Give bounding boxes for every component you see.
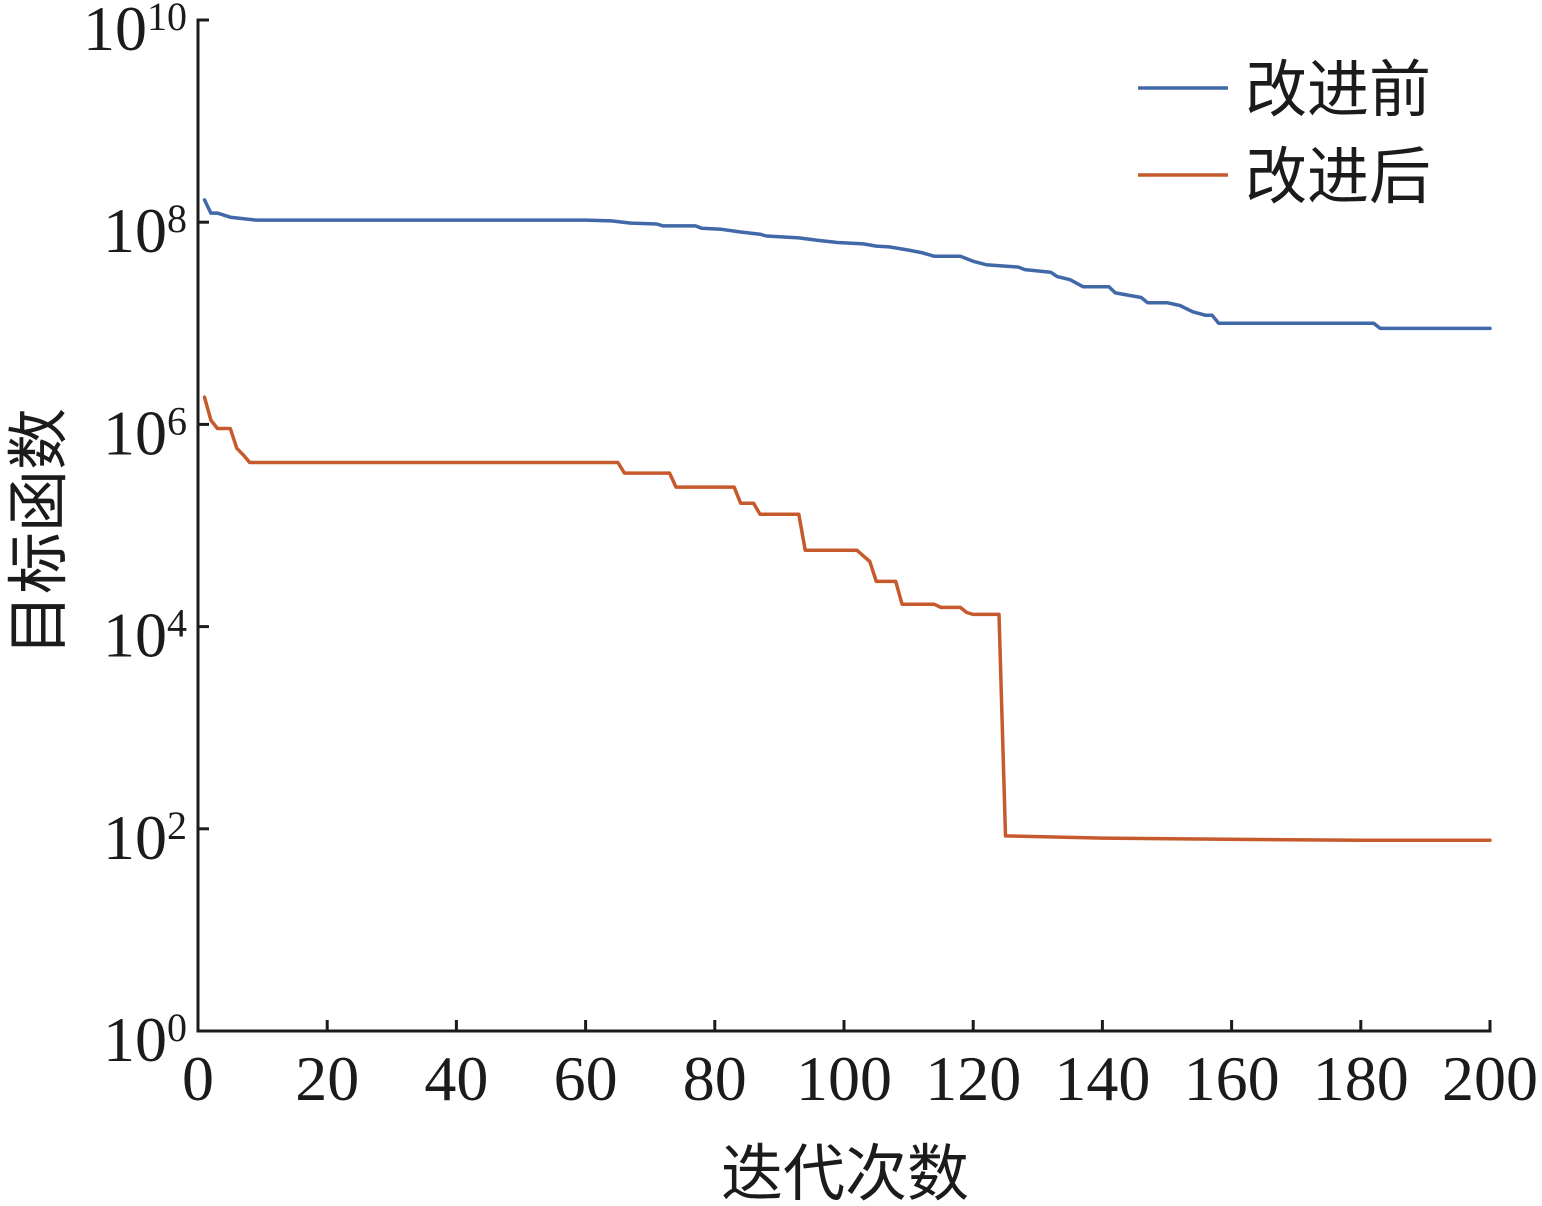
legend: 改进前 改进后 xyxy=(1138,57,1431,212)
x-tick-label: 20 xyxy=(295,1043,359,1114)
x-axis-label: 迭代次数 xyxy=(721,1141,969,1206)
legend-label-after-improvement: 改进后 xyxy=(1245,144,1431,212)
x-tick-label: 120 xyxy=(925,1043,1021,1114)
series-line-1 xyxy=(202,198,1492,331)
y-tick-label-exponent: 0 xyxy=(167,1005,187,1050)
x-tick-label: 0 xyxy=(182,1043,214,1114)
x-tick-label: 80 xyxy=(683,1043,747,1114)
y-tick-label-exponent: 10 xyxy=(147,0,187,39)
y-tick-label-base: 10 xyxy=(103,1004,167,1075)
y-tick-label-base: 10 xyxy=(103,600,167,671)
y-tick-label: 108 xyxy=(103,195,187,266)
y-tick-label-base: 10 xyxy=(103,195,167,266)
y-tick-label-exponent: 8 xyxy=(167,196,187,241)
x-axis-ticks: 0 20 40 60 80 100 120 140 160 180 200 xyxy=(182,1020,1538,1114)
y-axis-label: 目标函数 xyxy=(6,408,74,656)
x-tick-label: 100 xyxy=(796,1043,892,1114)
y-tick-label-exponent: 2 xyxy=(167,803,187,848)
y-tick-label-base: 10 xyxy=(103,802,167,873)
x-tick-label: 140 xyxy=(1054,1043,1150,1114)
x-tick-label: 180 xyxy=(1313,1043,1409,1114)
y-tick-label: 100 xyxy=(103,1004,187,1075)
y-tick-label-exponent: 6 xyxy=(167,398,187,443)
y-tick-label-exponent: 4 xyxy=(167,601,187,646)
y-tick-label: 102 xyxy=(103,802,187,873)
x-tick-label: 160 xyxy=(1184,1043,1280,1114)
x-tick-label: 200 xyxy=(1442,1043,1538,1114)
y-tick-label: 104 xyxy=(103,600,187,671)
y-tick-label: 106 xyxy=(103,397,187,468)
y-tick-label-base: 10 xyxy=(103,397,167,468)
x-tick-label: 40 xyxy=(424,1043,488,1114)
legend-label-before-improvement: 改进前 xyxy=(1245,57,1431,125)
x-tick-label: 60 xyxy=(554,1043,618,1114)
y-tick-label: 1010 xyxy=(83,0,187,64)
series-line-2 xyxy=(202,395,1492,843)
series-layer xyxy=(202,198,1492,843)
y-tick-label-base: 10 xyxy=(83,0,147,64)
